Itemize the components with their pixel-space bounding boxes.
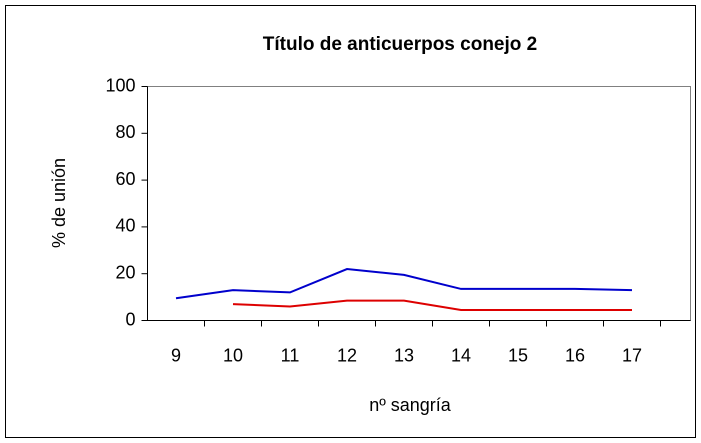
- x-axis-label: nº sangría: [369, 395, 452, 415]
- x-tick-label: 13: [394, 345, 414, 365]
- y-tick-label: 60: [115, 169, 135, 189]
- series-line: [232, 299, 632, 311]
- x-tick-label: 17: [622, 345, 642, 365]
- x-tick-label: 10: [223, 345, 243, 365]
- x-tick-label: 15: [508, 345, 528, 365]
- y-tick-label: 80: [115, 122, 135, 142]
- chart-border: [5, 5, 696, 438]
- y-tick-label: 40: [115, 216, 135, 236]
- series-line: [175, 267, 633, 300]
- y-tick-label: 20: [115, 262, 135, 282]
- y-axis-label: % de unión: [49, 158, 69, 248]
- x-tick-label: 14: [451, 345, 471, 365]
- x-tick-label: 11: [281, 345, 300, 365]
- x-tick-label: 12: [337, 345, 357, 365]
- y-tick-label: 100: [105, 75, 135, 95]
- x-tick-label: 9: [171, 345, 181, 365]
- y-tick-label: 0: [125, 309, 135, 329]
- chart-title: Título de anticuerpos conejo 2: [263, 34, 537, 55]
- x-tick-label: 16: [565, 345, 585, 365]
